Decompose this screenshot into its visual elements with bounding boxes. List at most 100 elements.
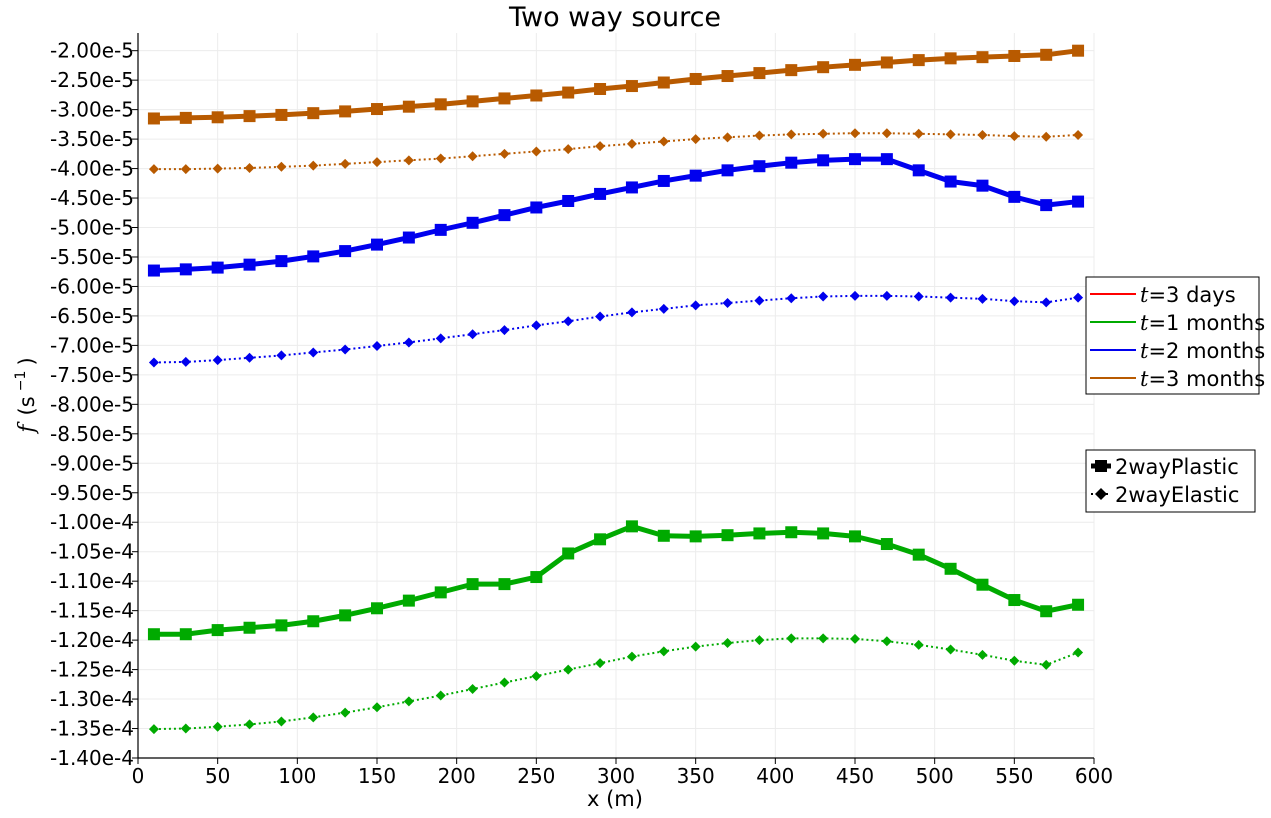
data-point <box>1040 605 1053 618</box>
data-point <box>435 153 446 164</box>
data-point <box>531 146 542 157</box>
data-point <box>977 293 988 304</box>
data-point <box>976 51 989 64</box>
y-tick-label: -4.00e-5 <box>50 157 134 181</box>
data-point <box>243 110 256 123</box>
data-point <box>977 649 988 660</box>
svg-text:f (s −1 ): f (s −1 ) <box>10 357 40 434</box>
x-tick-label: 50 <box>205 764 230 788</box>
data-point <box>689 72 702 85</box>
data-point <box>147 112 160 125</box>
data-point <box>275 108 288 121</box>
chart-title: Two way source <box>508 2 721 33</box>
data-point <box>850 128 860 139</box>
legend-material-box <box>1085 449 1256 513</box>
data-point <box>977 129 988 140</box>
data-point <box>211 624 224 637</box>
data-point <box>945 292 956 303</box>
legend-material-label: 2wayPlastic <box>1115 455 1239 479</box>
data-point <box>275 619 288 632</box>
data-point <box>594 187 607 200</box>
data-point <box>403 696 414 707</box>
data-point <box>402 594 415 607</box>
data-point <box>211 111 224 124</box>
data-point <box>307 615 320 628</box>
data-point <box>689 530 702 543</box>
data-point <box>721 70 734 83</box>
y-tick-label: -1.05e-4 <box>50 540 134 564</box>
data-point <box>148 724 159 735</box>
x-tick-label: 0 <box>132 764 145 788</box>
data-point <box>945 129 956 140</box>
data-point <box>340 158 351 169</box>
data-point <box>435 690 446 701</box>
data-point <box>754 130 765 141</box>
y-tick-label: -2.00e-5 <box>50 39 134 63</box>
data-point <box>1073 129 1084 140</box>
data-point <box>530 571 543 584</box>
x-tick-label: 400 <box>756 764 794 788</box>
legend-material: 2wayPlastic 2wayElastic <box>1085 449 1256 513</box>
data-point <box>275 255 288 268</box>
series-0 <box>147 520 1085 641</box>
series-line <box>153 132 1079 171</box>
data-point <box>1009 655 1020 666</box>
data-point <box>722 638 733 649</box>
y-tick-label: -7.00e-5 <box>50 333 134 357</box>
data-point <box>1072 598 1085 611</box>
data-point <box>563 664 574 675</box>
data-point <box>753 160 766 173</box>
data-point <box>657 174 670 187</box>
legend-time-label: t=1 months <box>1140 311 1265 335</box>
data-point <box>147 264 160 277</box>
data-point <box>786 129 797 140</box>
data-point <box>595 141 606 152</box>
data-point <box>308 712 319 723</box>
data-point <box>880 538 893 551</box>
data-point <box>881 128 892 139</box>
data-point <box>722 132 733 143</box>
data-point <box>466 95 479 108</box>
data-point <box>499 677 510 688</box>
data-point <box>657 529 670 542</box>
data-point <box>212 355 223 366</box>
data-point <box>626 307 637 318</box>
y-tick-label: -9.00e-5 <box>50 451 134 475</box>
data-point <box>372 157 382 168</box>
data-point <box>498 92 511 105</box>
data-point <box>658 136 669 147</box>
series-3 <box>148 290 1084 368</box>
y-axis-label-symbol: f <box>15 421 40 435</box>
data-point <box>594 82 607 95</box>
y-tick-label: -1.25e-4 <box>50 658 134 682</box>
data-point <box>403 155 414 166</box>
legend-time-text: =1 months <box>1148 311 1265 335</box>
data-point <box>625 181 638 194</box>
data-point <box>372 340 382 351</box>
x-axis-label: x (m) <box>587 787 643 811</box>
data-point <box>1073 292 1084 303</box>
y-tick-label: -5.50e-5 <box>50 245 134 269</box>
y-tick-label: -5.00e-5 <box>50 216 134 240</box>
data-point <box>243 621 256 634</box>
data-point <box>786 633 797 644</box>
y-tick-label: -6.50e-5 <box>50 304 134 328</box>
data-point <box>1072 44 1085 57</box>
data-point <box>1008 594 1021 607</box>
y-tick-label: -8.00e-5 <box>50 392 134 416</box>
data-point <box>148 357 159 368</box>
data-point <box>818 291 829 302</box>
data-point <box>944 175 957 188</box>
x-tick-label: 250 <box>517 764 555 788</box>
data-point <box>276 161 287 172</box>
data-point <box>244 352 255 363</box>
y-tick-label: -9.50e-5 <box>50 481 134 505</box>
data-point <box>880 56 893 69</box>
data-point <box>307 250 320 263</box>
data-point <box>818 128 829 139</box>
data-point <box>626 651 637 662</box>
data-point <box>945 644 956 655</box>
data-point <box>1040 199 1053 212</box>
data-point <box>721 164 734 177</box>
y-tick-label: -8.50e-5 <box>50 422 134 446</box>
